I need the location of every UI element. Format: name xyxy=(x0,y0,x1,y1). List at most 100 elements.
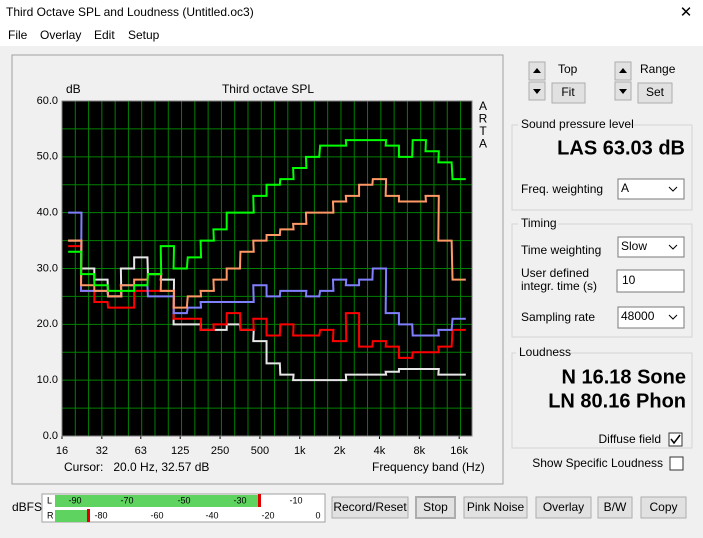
menu-bar xyxy=(0,27,703,46)
button[interactable] xyxy=(640,496,687,519)
label: Time weighting xyxy=(521,243,601,257)
button-label: Copy xyxy=(649,500,677,514)
select-value: 48000 xyxy=(621,309,655,323)
chevron xyxy=(668,244,678,250)
button[interactable] xyxy=(415,496,456,519)
meter-tick-label: 0 xyxy=(315,510,320,520)
series-line xyxy=(68,245,466,359)
chart: 0.0 10.0 20.0 30.0 40.0 50.0 60.0 16 32 63 125 250 5… xyxy=(37,82,488,474)
x-axis-label: Frequency band (Hz) xyxy=(372,460,485,474)
button[interactable] xyxy=(597,496,633,519)
button-label: Record/Reset xyxy=(333,500,407,514)
y-tick-label: 10.0 xyxy=(37,374,58,386)
menu-item[interactable]: Setup xyxy=(128,28,160,42)
meter-tick-label: -30 xyxy=(233,495,246,505)
y-tick-label: 60.0 xyxy=(37,95,58,107)
arrow-icon xyxy=(619,68,627,73)
x-tick-label: 32 xyxy=(96,445,108,457)
group-title: Sound pressure level xyxy=(521,117,634,131)
x-tick-label: 500 xyxy=(251,445,269,457)
y-tick-label: 0.0 xyxy=(43,430,58,442)
select[interactable] xyxy=(617,178,685,200)
x-tick-label: 16k xyxy=(450,445,468,457)
side-label: A xyxy=(479,99,487,113)
arrow-icon xyxy=(533,89,541,94)
button-label: Pink Noise xyxy=(467,500,525,514)
x-tick-label: 250 xyxy=(211,445,229,457)
side-label: T xyxy=(479,124,487,138)
meter-tick-label: -50 xyxy=(177,495,190,505)
meter-tick-label: -70 xyxy=(120,495,133,505)
label: Range xyxy=(640,62,676,76)
button-label: Set xyxy=(646,85,665,99)
y-tick-label: 20.0 xyxy=(37,318,58,330)
button[interactable] xyxy=(331,496,409,519)
group-title: Timing xyxy=(521,216,557,230)
button-label: Fit xyxy=(561,85,575,99)
group-title-bg xyxy=(516,346,568,360)
button[interactable] xyxy=(463,496,528,519)
select[interactable] xyxy=(617,306,685,329)
button[interactable] xyxy=(535,496,592,519)
x-tick-label: 1k xyxy=(294,445,306,457)
meter-tick-label: -20 xyxy=(261,510,274,520)
text-input[interactable] xyxy=(616,269,685,293)
select[interactable] xyxy=(617,236,685,258)
y-tick-label: 50.0 xyxy=(37,151,58,163)
channel-label: L xyxy=(47,495,52,505)
meter-label: dBFS xyxy=(12,500,42,514)
title-bar xyxy=(0,0,703,27)
channel-label: R xyxy=(47,510,54,520)
button-row: Record/Reset Stop Pink Noise Overlay B/W Copy xyxy=(331,496,687,519)
meter-level xyxy=(55,510,87,522)
x-tick-label: 8k xyxy=(414,445,426,457)
select-value: A xyxy=(621,181,629,195)
button-label: Overlay xyxy=(543,500,584,514)
y-tick-label: 40.0 xyxy=(37,207,58,219)
menu-item[interactable]: Edit xyxy=(94,28,115,42)
group-title-bg xyxy=(518,217,558,231)
meter-tick-label: -40 xyxy=(205,510,218,520)
label: User defined xyxy=(521,266,589,280)
x-tick-label: 4k xyxy=(374,445,386,457)
series-line xyxy=(68,178,466,309)
y-axis-label: dB xyxy=(66,82,81,96)
side-label: A xyxy=(479,137,487,151)
loudness-level: LN 80.16 Phon xyxy=(548,390,686,412)
label: Top xyxy=(558,62,578,76)
series-line xyxy=(68,139,466,292)
chart-title: Third octave SPL xyxy=(222,82,314,96)
group-title-bg xyxy=(518,118,626,132)
chevron xyxy=(668,186,678,192)
close-button[interactable]: ✕ xyxy=(680,4,693,21)
arrow-icon xyxy=(533,68,541,73)
label: Show Specific Loudness xyxy=(532,456,663,470)
button-label: B/W xyxy=(604,500,627,514)
meter-peak xyxy=(87,509,90,522)
y-tick-label: 30.0 xyxy=(37,262,58,274)
group-box xyxy=(511,352,693,449)
x-tick-label: 2k xyxy=(334,445,346,457)
button-label: Stop xyxy=(423,500,448,514)
cursor-readout: Cursor: 20.0 Hz, 32.57 dB xyxy=(64,460,209,474)
menu-item[interactable]: Overlay xyxy=(40,28,81,42)
plot-border xyxy=(61,100,473,437)
input-value: 10 xyxy=(622,273,636,287)
checkbox[interactable] xyxy=(669,456,684,471)
meter-tick-label: -60 xyxy=(150,510,163,520)
label: integr. time (s) xyxy=(521,279,597,293)
x-tick-label: 125 xyxy=(171,445,189,457)
meter-tick-label: -90 xyxy=(68,495,81,505)
meter-tick-label: -80 xyxy=(94,510,107,520)
menu-item[interactable]: File xyxy=(8,28,28,42)
select-value: Slow xyxy=(621,239,647,253)
x-tick-label: 63 xyxy=(135,445,147,457)
button[interactable] xyxy=(637,82,673,104)
loudness-value: N 16.18 Sone xyxy=(561,366,686,388)
arrow-icon xyxy=(619,89,627,94)
meter-peak xyxy=(258,494,261,507)
window-title: Third Octave SPL and Loudness (Untitled.… xyxy=(6,5,254,19)
button[interactable] xyxy=(551,82,586,104)
check-mark xyxy=(670,434,681,445)
